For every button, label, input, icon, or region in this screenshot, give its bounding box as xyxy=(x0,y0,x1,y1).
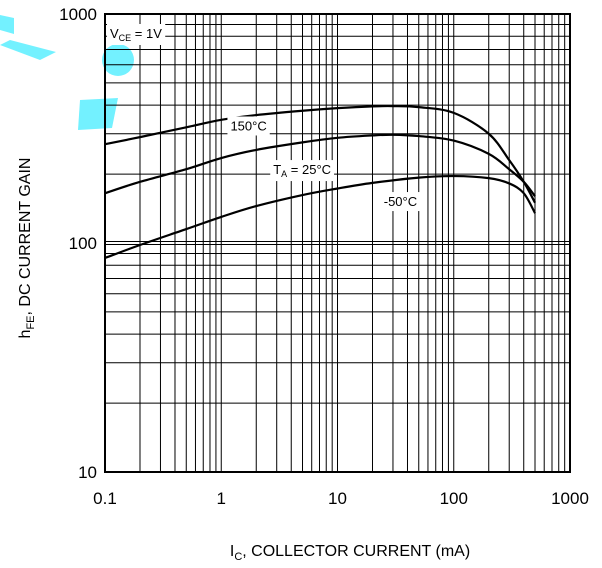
annotations: VCE = 1V 150°C TA = 25°C -50°C xyxy=(107,24,421,212)
series-label-1-text: TA = 25°C xyxy=(273,162,331,179)
series-label-0-text: 150°C xyxy=(230,118,266,133)
series-line-2 xyxy=(104,174,536,260)
plot-border xyxy=(104,13,571,473)
x-axis-label: IC, COLLECTOR CURRENT (mA) xyxy=(230,543,470,563)
x-tick-labels: 0.1 1 10 100 1000 xyxy=(93,489,589,508)
x-tick-label: 0.1 xyxy=(93,489,117,508)
grid xyxy=(105,14,570,472)
x-tick-label: 100 xyxy=(440,489,468,508)
series-line-1 xyxy=(104,133,536,197)
series-label-1-background xyxy=(270,160,335,182)
watermark xyxy=(0,15,134,130)
curves xyxy=(104,104,536,260)
series-label-2: -50°C xyxy=(380,192,421,212)
series-label-0: 150°C xyxy=(227,116,270,136)
x-tick-label: 1 xyxy=(217,489,226,508)
y-tick-labels: 10 100 1000 xyxy=(59,5,97,482)
series-label-0-background xyxy=(227,116,270,136)
condition-label: VCE = 1V xyxy=(107,24,166,45)
condition-label-text: VCE = 1V xyxy=(110,26,162,43)
series-label-1: TA = 25°C xyxy=(270,160,335,182)
plot-frame xyxy=(104,13,571,473)
y-axis-label: hFE, DC CURRENT GAIN xyxy=(17,158,37,339)
series-label-2-text: -50°C xyxy=(384,194,417,209)
series-label-2-background xyxy=(380,192,421,212)
y-tick-label: 10 xyxy=(78,463,97,482)
x-tick-label: 10 xyxy=(328,489,347,508)
x-tick-label: 1000 xyxy=(551,489,589,508)
series-line-0 xyxy=(104,104,536,204)
y-tick-label: 1000 xyxy=(59,5,97,24)
y-tick-label: 100 xyxy=(69,234,97,253)
condition-label-background xyxy=(107,24,166,45)
